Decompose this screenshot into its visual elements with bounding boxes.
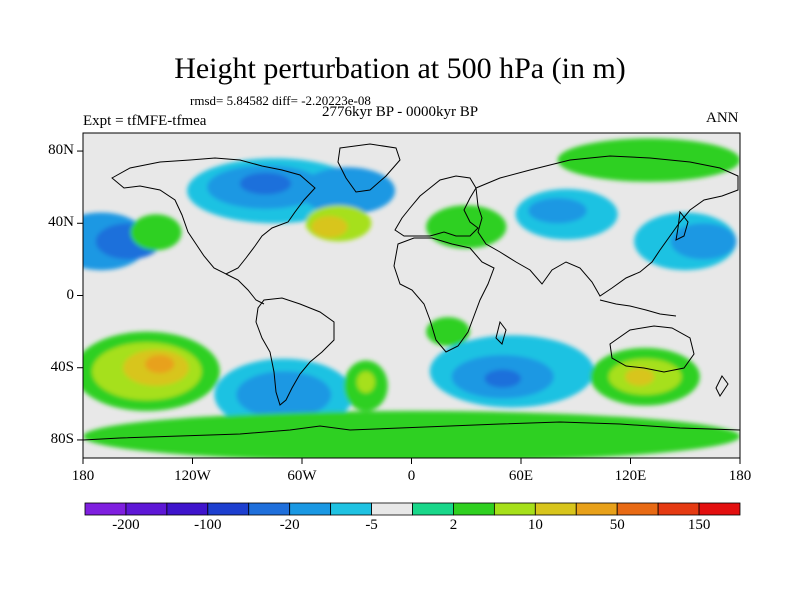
colorbar-box-5 bbox=[289, 502, 332, 516]
colorbar-box-1 bbox=[125, 502, 168, 516]
coastline-indonesia bbox=[599, 299, 677, 317]
colorbar-label: -100 bbox=[194, 517, 222, 533]
colorbar-box-7 bbox=[371, 502, 413, 516]
anomaly-region-22 bbox=[356, 371, 375, 393]
anomaly-region-23 bbox=[426, 317, 470, 347]
coastline-south-america bbox=[255, 297, 335, 406]
plot-title: Height perturbation at 500 hPa (in m) bbox=[174, 52, 626, 85]
colorbar-label: -200 bbox=[112, 517, 140, 533]
coastline-greenland bbox=[337, 143, 401, 193]
coastline-antarctica bbox=[83, 421, 740, 441]
rmsd-text: rmsd= 5.84582 diff= -2.20223e-08 bbox=[190, 93, 371, 108]
coastline-madagascar bbox=[495, 320, 507, 345]
x-tick-label: 60E bbox=[508, 468, 534, 484]
colorbar-box-9 bbox=[453, 502, 495, 516]
colorbar-box-14 bbox=[657, 502, 700, 516]
colorbar-box-11 bbox=[534, 502, 577, 516]
coastline-north-america bbox=[111, 157, 316, 275]
colorbar-label: 150 bbox=[687, 517, 711, 533]
x-tick-label: 0 bbox=[407, 468, 416, 484]
colorbar-box-2 bbox=[166, 502, 209, 516]
colorbar-label: -5 bbox=[365, 517, 378, 533]
colorbar-label: 2 bbox=[449, 517, 458, 533]
coastline-africa bbox=[393, 237, 495, 353]
anomaly-region-18 bbox=[145, 355, 175, 374]
colorbar-label: 10 bbox=[527, 517, 543, 533]
map-background bbox=[83, 133, 740, 458]
y-tick-label: 80N bbox=[48, 142, 74, 159]
anomaly-region-6 bbox=[300, 167, 396, 215]
x-tick-label: 120E bbox=[614, 468, 647, 484]
colorbar-box-12 bbox=[575, 502, 618, 516]
axis-ticks bbox=[77, 150, 741, 464]
coastline-new-zealand bbox=[715, 375, 729, 397]
colorbar-box-0 bbox=[84, 502, 127, 516]
y-tick-label: 0 bbox=[66, 286, 75, 303]
y-tick-label: 80S bbox=[50, 430, 74, 447]
anomaly-region-14 bbox=[557, 138, 740, 182]
anomaly-region-26 bbox=[484, 369, 521, 388]
colorbar-box-3 bbox=[207, 502, 250, 516]
x-tick-label: 60W bbox=[287, 468, 317, 484]
anomaly-region-11 bbox=[528, 198, 587, 224]
anomaly-region-8 bbox=[311, 216, 348, 238]
coastline-asia bbox=[475, 155, 739, 297]
experiment-text: Expt = tfMFE-tfmea bbox=[83, 113, 207, 129]
coastlines bbox=[83, 143, 740, 441]
anomaly-region-20 bbox=[236, 371, 332, 419]
x-tick-label: 120W bbox=[174, 468, 211, 484]
colorbar-box-8 bbox=[412, 502, 454, 516]
colorbar-box-6 bbox=[330, 502, 372, 516]
colorbar-box-15 bbox=[698, 502, 741, 516]
anomaly-region-5 bbox=[239, 172, 292, 195]
y-tick-label: 40S bbox=[50, 358, 74, 375]
coastline-australia bbox=[609, 325, 695, 373]
colorbar-box-13 bbox=[616, 502, 659, 516]
anomaly-region-9 bbox=[426, 205, 507, 249]
colorbar-label: 50 bbox=[609, 517, 625, 533]
colorbar-box-4 bbox=[248, 502, 291, 516]
colorbar bbox=[84, 502, 741, 516]
x-tick-label: 180 bbox=[728, 468, 752, 484]
anomaly-region-13 bbox=[670, 223, 737, 260]
period-text: 2776kyr BP - 0000kyr BP bbox=[322, 104, 479, 120]
coastline-central-america bbox=[225, 273, 265, 305]
y-tick-label: 40N bbox=[48, 214, 74, 231]
anomaly-region-29 bbox=[625, 367, 655, 386]
coastline-japan bbox=[675, 210, 689, 241]
x-tick-label: 180 bbox=[71, 468, 95, 484]
colorbar-box-10 bbox=[493, 502, 536, 516]
colorbar-label: -20 bbox=[279, 517, 300, 533]
anomaly-region-2 bbox=[130, 214, 182, 251]
season-text: ANN bbox=[706, 110, 739, 126]
coastline-europe bbox=[394, 175, 479, 237]
